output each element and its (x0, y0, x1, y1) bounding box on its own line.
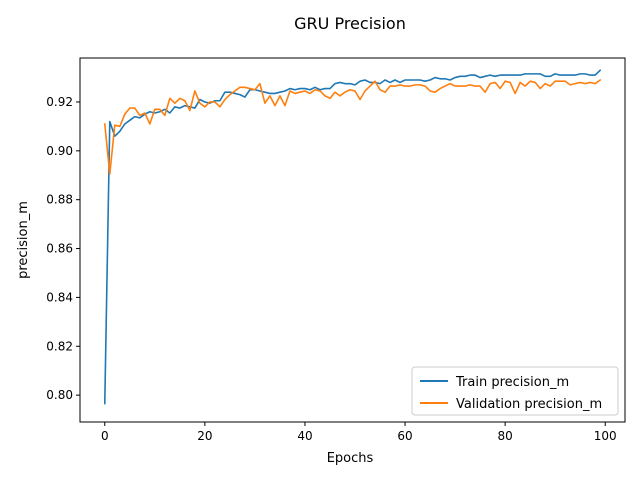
plot-frame (79, 57, 626, 423)
x-tick-label: 80 (497, 429, 512, 443)
validation-precision-line (103, 79, 602, 175)
y-tick-label: 0.86 (46, 242, 73, 256)
y-tick-label: 0.84 (46, 290, 73, 304)
y-tick-label: 0.88 (46, 193, 73, 207)
y-tick-label: 0.80 (46, 388, 73, 402)
y-axis: 0.80 0.82 0.84 0.86 0.88 0.90 0.92 (46, 95, 80, 402)
x-tick-label: 20 (197, 429, 212, 443)
chart-title: GRU Precision (294, 14, 406, 33)
x-axis-label: Epochs (327, 451, 374, 466)
y-tick-label: 0.90 (46, 144, 73, 158)
plot-lines (103, 69, 602, 405)
legend-label-train: Train precision_m (455, 375, 569, 390)
x-tick-label: 0 (101, 429, 109, 443)
y-tick-label: 0.92 (46, 95, 73, 109)
x-tick-label: 60 (397, 429, 412, 443)
legend-box (411, 366, 619, 416)
legend-label-validation: Validation precision_m (456, 397, 602, 412)
y-tick-label: 0.82 (46, 339, 73, 353)
legend: Train precision_m Validation precision_m (411, 366, 619, 416)
x-tick-label: 100 (594, 429, 617, 443)
x-axis: 0 20 40 60 80 100 (101, 422, 617, 443)
y-axis-label: precision_m (16, 201, 31, 279)
x-tick-label: 40 (297, 429, 312, 443)
